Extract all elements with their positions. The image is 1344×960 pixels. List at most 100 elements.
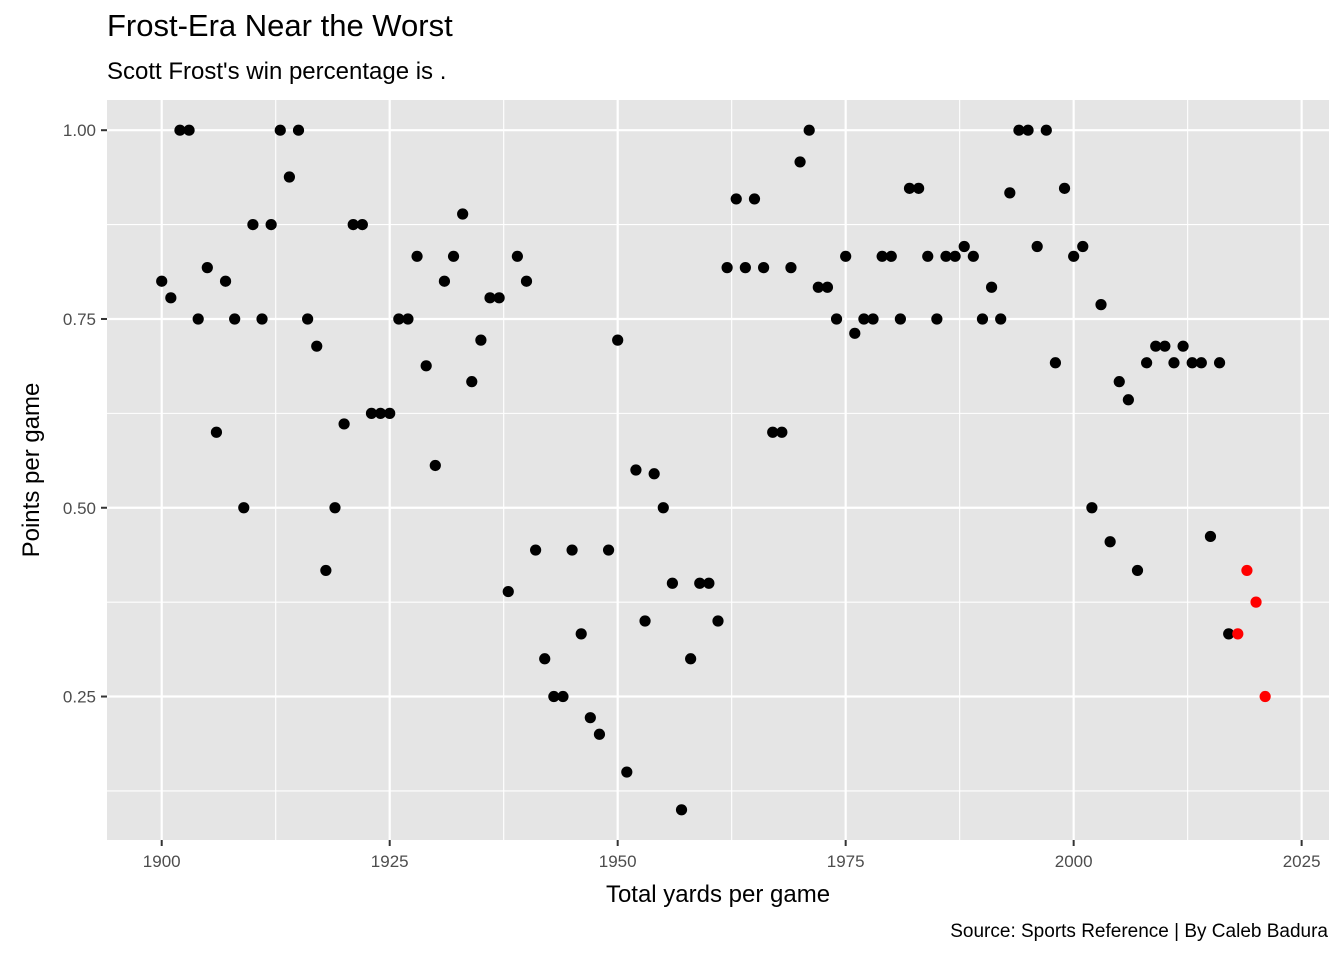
data-point bbox=[1131, 564, 1144, 577]
data-point bbox=[1141, 357, 1153, 369]
data-point bbox=[402, 313, 414, 325]
y-axis-ticks: 0.25 0.50 0.75 1.00 bbox=[63, 121, 107, 707]
y-tick-label: 0.25 bbox=[63, 688, 96, 707]
data-point bbox=[1195, 357, 1207, 369]
data-point bbox=[557, 690, 569, 703]
data-point bbox=[283, 171, 295, 183]
y-tick-label: 0.75 bbox=[63, 310, 96, 329]
data-point bbox=[949, 250, 961, 262]
data-point bbox=[466, 376, 478, 388]
data-point bbox=[1204, 530, 1217, 543]
data-point bbox=[712, 615, 724, 627]
data-point bbox=[1177, 340, 1189, 352]
data-point bbox=[1040, 124, 1052, 136]
data-point bbox=[1013, 124, 1025, 136]
data-point bbox=[530, 544, 542, 556]
data-point bbox=[630, 464, 642, 476]
data-point bbox=[694, 577, 706, 589]
data-point bbox=[703, 577, 715, 589]
data-point bbox=[940, 250, 952, 262]
x-tick-label: 1900 bbox=[143, 852, 181, 871]
data-point bbox=[429, 459, 441, 472]
data-point bbox=[612, 334, 624, 346]
data-point bbox=[1259, 690, 1271, 703]
y-axis-title: Points per game bbox=[18, 383, 45, 558]
data-point bbox=[201, 262, 213, 274]
data-point bbox=[475, 334, 487, 346]
data-point bbox=[457, 208, 469, 220]
data-point bbox=[256, 313, 268, 325]
data-point bbox=[1095, 299, 1107, 311]
x-axis-ticks: 1900 1925 1950 1975 2000 2025 bbox=[143, 840, 1321, 871]
data-point bbox=[812, 281, 824, 293]
data-point bbox=[311, 340, 323, 352]
data-point bbox=[976, 313, 989, 325]
data-point bbox=[539, 653, 551, 665]
data-point bbox=[785, 262, 797, 274]
data-point bbox=[858, 313, 870, 325]
data-point bbox=[1113, 376, 1125, 388]
data-point bbox=[575, 628, 587, 640]
data-point bbox=[931, 313, 943, 325]
data-point bbox=[757, 262, 770, 274]
data-point bbox=[502, 585, 514, 598]
data-point bbox=[730, 193, 742, 205]
data-point bbox=[384, 407, 396, 419]
data-point bbox=[1150, 340, 1162, 352]
data-point bbox=[219, 275, 232, 287]
data-point bbox=[803, 124, 815, 136]
data-point bbox=[1077, 240, 1089, 253]
data-point bbox=[183, 124, 195, 136]
data-point bbox=[1232, 628, 1244, 640]
data-point bbox=[867, 313, 879, 325]
data-point bbox=[447, 250, 460, 262]
data-point bbox=[229, 313, 241, 325]
data-point bbox=[165, 292, 177, 304]
data-point bbox=[1213, 357, 1226, 369]
data-point bbox=[192, 313, 204, 325]
data-point bbox=[1049, 357, 1062, 369]
data-point bbox=[493, 292, 505, 304]
data-point bbox=[1186, 357, 1198, 369]
data-point bbox=[876, 250, 888, 262]
data-points bbox=[156, 124, 1271, 816]
x-tick-label: 1950 bbox=[599, 852, 637, 871]
data-point bbox=[593, 728, 606, 740]
minor-gridlines bbox=[107, 100, 1329, 840]
data-point bbox=[648, 468, 660, 480]
data-point bbox=[302, 313, 314, 325]
data-point bbox=[739, 262, 751, 274]
data-point bbox=[338, 418, 350, 430]
data-point bbox=[247, 218, 259, 231]
data-point bbox=[794, 156, 806, 168]
data-point bbox=[903, 182, 916, 194]
data-point bbox=[830, 313, 843, 325]
data-point bbox=[958, 240, 970, 253]
y-tick-label: 1.00 bbox=[63, 121, 96, 140]
data-point bbox=[265, 218, 277, 231]
data-point bbox=[1086, 502, 1098, 514]
chart-subtitle: Scott Frost's win percentage is . bbox=[107, 58, 447, 85]
data-point bbox=[520, 275, 533, 287]
data-point bbox=[639, 615, 651, 627]
data-point bbox=[438, 275, 451, 287]
data-point bbox=[347, 218, 359, 231]
x-tick-label: 1925 bbox=[371, 852, 409, 871]
data-point bbox=[776, 426, 788, 438]
data-point bbox=[849, 327, 861, 339]
data-point bbox=[174, 124, 186, 136]
data-point bbox=[156, 275, 168, 287]
data-point bbox=[922, 250, 934, 262]
data-point bbox=[675, 804, 688, 816]
data-point bbox=[1068, 250, 1080, 262]
data-point bbox=[1031, 240, 1043, 253]
data-point bbox=[995, 313, 1007, 325]
data-point bbox=[566, 544, 578, 556]
data-point bbox=[320, 564, 332, 577]
data-point bbox=[967, 250, 979, 262]
data-point bbox=[748, 193, 761, 205]
data-point bbox=[584, 712, 596, 724]
data-point bbox=[657, 502, 669, 514]
data-point bbox=[666, 577, 679, 589]
